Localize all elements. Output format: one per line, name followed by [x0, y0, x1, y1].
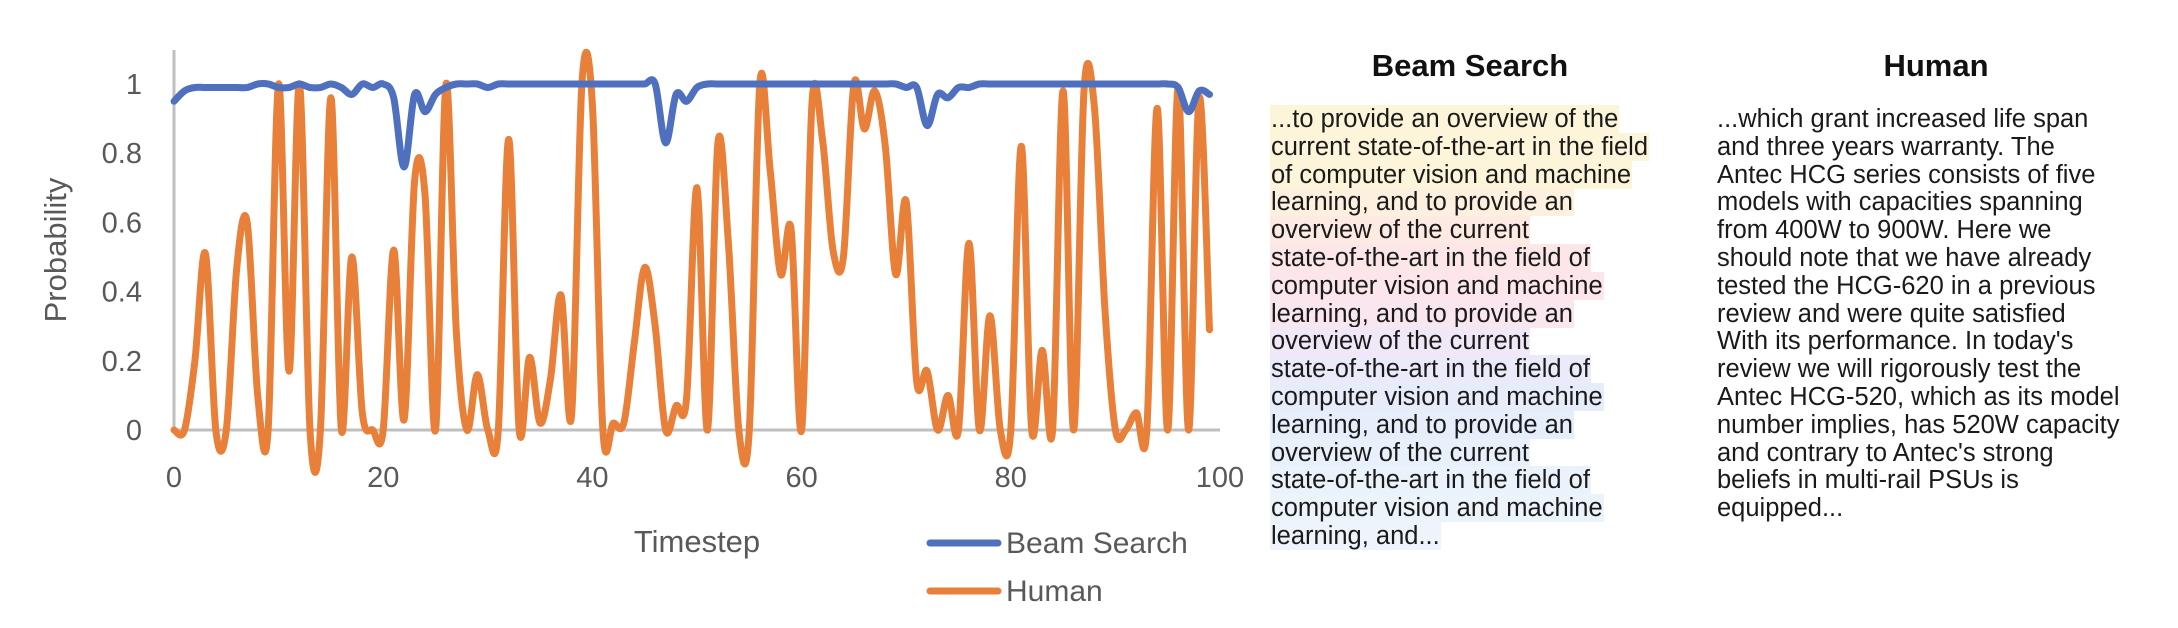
- passage-line-text: review and were quite satisfied: [1717, 299, 2066, 328]
- passage-line: number implies, has 520W capacity: [1716, 410, 2178, 440]
- passage-line: learning, and to provide an: [1270, 410, 1700, 440]
- y-tick-label: 0.2: [102, 346, 142, 378]
- x-tick-label: 20: [367, 462, 399, 494]
- passage-line: of computer vision and machine: [1270, 160, 1700, 190]
- passage-line-text: beliefs in multi-rail PSUs is: [1717, 466, 2019, 495]
- beam-search-title: Beam Search: [1371, 48, 1569, 83]
- beam-search-passage: ...to provide an overview of the current …: [1270, 105, 1700, 551]
- passage-line-text: tested the HCG-620 in a previous: [1717, 271, 2096, 300]
- passage-line-text: overview of the current: [1270, 216, 1530, 245]
- passage-line: overview of the current: [1270, 438, 1700, 468]
- passage-line: review we will rigorously test the: [1716, 355, 2178, 384]
- passage-line: computer vision and machine: [1270, 382, 1700, 412]
- human-title: Human: [1883, 48, 1989, 83]
- chart-legend: Beam Search Human: [926, 527, 1188, 608]
- passage-line-text: learning, and to provide an: [1270, 410, 1574, 439]
- passage-line-text: Antec HCG-520, which as its model: [1717, 382, 2120, 411]
- passage-line: current state-of-the-art in the field: [1270, 132, 1700, 162]
- passage-line-text: and contrary to Antec's strong: [1717, 438, 2054, 467]
- passage-line-text: models with capacities spanning: [1717, 188, 2083, 217]
- series-line-beam-search: [170, 76, 1213, 171]
- passage-line: With its performance. In today's: [1716, 327, 2178, 356]
- passage-line-text: computer vision and machine: [1270, 382, 1604, 411]
- passage-line-text: learning, and to provide an: [1270, 188, 1574, 217]
- x-tick-labels: 0 20 40 60 80 100: [166, 462, 1244, 494]
- y-tick-label: 0.8: [102, 138, 142, 170]
- passage-line-text: current state-of-the-art in the field: [1270, 132, 1650, 161]
- chart-series: [170, 48, 1213, 476]
- passage-line-text: from 400W to 900W. Here we: [1717, 216, 2052, 245]
- passage-line: from 400W to 900W. Here we: [1716, 216, 2178, 245]
- legend-label: Human: [1006, 575, 1103, 608]
- passage-line-text: number implies, has 520W capacity: [1717, 410, 2120, 439]
- y-axis-label: Probability: [38, 177, 73, 322]
- passage-line-text: review we will rigorously test the: [1717, 355, 2082, 384]
- passage-line: state-of-the-art in the field of: [1270, 355, 1700, 384]
- y-tick-labels: 0 0.2 0.4 0.6 0.8 1: [102, 69, 142, 447]
- passage-line-text: computer vision and machine: [1270, 494, 1604, 523]
- passage-line-text: state-of-the-art in the field of: [1270, 355, 1591, 384]
- legend-label: Beam Search: [1006, 527, 1188, 560]
- passage-line-text: computer vision and machine: [1270, 271, 1604, 300]
- passage-line-text: With its performance. In today's: [1717, 327, 2074, 356]
- x-tick-label: 0: [166, 462, 182, 494]
- passage-line: and contrary to Antec's strong: [1716, 438, 2178, 468]
- passage-line: ...to provide an overview of the: [1270, 105, 1700, 134]
- y-tick-label: 0: [126, 415, 142, 447]
- passage-line: Antec HCG series consists of five: [1716, 160, 2178, 190]
- passage-line: ...which grant increased life span: [1716, 105, 2178, 134]
- y-tick-label: 0.4: [102, 277, 142, 309]
- passage-line: learning, and to provide an: [1270, 299, 1700, 329]
- x-axis-label: Timestep: [634, 524, 760, 559]
- passage-line-text: overview of the current: [1270, 327, 1530, 356]
- passage-line: and three years warranty. The: [1716, 132, 2178, 162]
- passage-line-text: ...which grant increased life span: [1717, 105, 2089, 133]
- passage-line: overview of the current: [1270, 216, 1700, 245]
- series-line-human: [170, 48, 1213, 476]
- passage-line-text: should note that we have already: [1717, 243, 2092, 272]
- human-passage: ...which grant increased life span and th…: [1716, 105, 2178, 523]
- y-tick-label: 1: [126, 69, 142, 101]
- passage-line-text: of computer vision and machine: [1270, 160, 1633, 189]
- passage-line: learning, and...: [1270, 521, 1700, 551]
- passage-line-text: state-of-the-art in the field of: [1270, 243, 1591, 272]
- passage-line-text: state-of-the-art in the field of: [1270, 466, 1591, 495]
- x-tick-label: 80: [995, 462, 1027, 494]
- passage-line: computer vision and machine: [1270, 271, 1700, 301]
- passage-line: should note that we have already: [1716, 243, 2178, 273]
- passage-line-text: learning, and...: [1270, 521, 1441, 550]
- passage-line-text: and three years warranty. The: [1717, 132, 2055, 161]
- passage-line-text: learning, and to provide an: [1270, 299, 1574, 328]
- x-tick-label: 60: [785, 462, 817, 494]
- passage-line: state-of-the-art in the field of: [1270, 243, 1700, 273]
- passage-line-text: overview of the current: [1270, 438, 1530, 467]
- passage-line: Antec HCG-520, which as its model: [1716, 382, 2178, 412]
- passage-line-text: ...to provide an overview of the: [1270, 105, 1620, 133]
- passage-line: tested the HCG-620 in a previous: [1716, 271, 2178, 301]
- passage-line: review and were quite satisfied: [1716, 299, 2178, 329]
- passage-line-text: equipped...: [1717, 494, 1844, 523]
- beam-search-panel: Beam Search ...to provide an overview of…: [1270, 48, 1700, 551]
- passage-line: beliefs in multi-rail PSUs is: [1716, 466, 2178, 495]
- human-panel: Human ...which grant increased life span…: [1716, 48, 2178, 523]
- y-tick-label: 0.6: [102, 207, 142, 239]
- passage-line: state-of-the-art in the field of: [1270, 466, 1700, 495]
- x-tick-label: 40: [576, 462, 608, 494]
- passage-line: learning, and to provide an: [1270, 188, 1700, 217]
- passage-line: equipped...: [1716, 494, 2178, 523]
- passage-line: models with capacities spanning: [1716, 188, 2178, 217]
- passage-line: overview of the current: [1270, 327, 1700, 356]
- passage-line-text: Antec HCG series consists of five: [1717, 160, 2096, 189]
- probability-line-chart: 00.20.40.60.81 0 20 40 60 80 100 Probability …: [38, 48, 1244, 608]
- chart-axes: [172, 50, 1220, 432]
- passage-line: computer vision and machine: [1270, 494, 1700, 523]
- x-tick-label: 100: [1196, 462, 1244, 494]
